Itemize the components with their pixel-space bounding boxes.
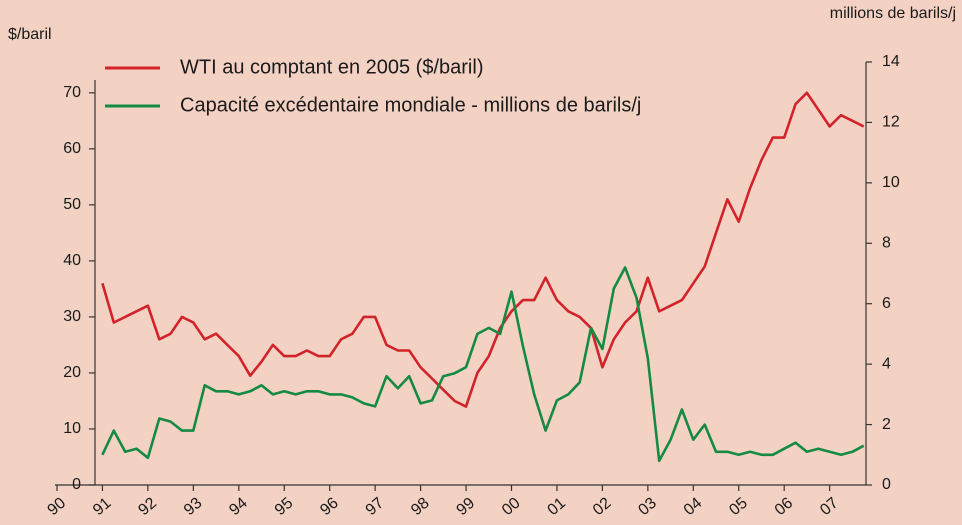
x-tick-label: 04 [681, 494, 706, 519]
x-tick-label: 92 [135, 494, 160, 519]
y2-tick-label: 0 [882, 476, 891, 493]
x-tick-label: 05 [726, 494, 751, 519]
x-tick-label: 93 [181, 494, 206, 519]
y2-tick-label: 4 [882, 355, 891, 372]
x-tick-label: 06 [772, 494, 797, 519]
y2-tick-label: 8 [882, 235, 891, 252]
x-tick-label: 98 [408, 494, 433, 519]
y-tick-label: 40 [63, 252, 81, 269]
y-tick-label: 20 [63, 364, 81, 381]
x-tick-label: 90 [45, 494, 70, 519]
y-tick-label: 10 [63, 420, 81, 437]
y2-tick-label: 12 [882, 114, 900, 131]
x-tick-label: 97 [363, 494, 388, 519]
y-tick-label: 70 [63, 84, 81, 101]
x-tick-label: 94 [226, 494, 251, 519]
series-line [101, 91, 865, 408]
y-tick-label: 50 [63, 196, 81, 213]
x-tick-label: 96 [317, 494, 342, 519]
x-tick-label: 02 [590, 494, 615, 519]
y-axis-label: $/baril [8, 26, 52, 43]
x-tick-label: 01 [544, 494, 569, 519]
series-line [101, 266, 865, 463]
y2-tick-label: 6 [882, 295, 891, 312]
x-tick-label: 00 [499, 494, 524, 519]
y2-tick-label: 2 [882, 416, 891, 433]
y-tick-label: 60 [63, 140, 81, 157]
y2-tick-label: 14 [882, 53, 900, 70]
y-tick-label: 30 [63, 308, 81, 325]
legend-label: WTI au comptant en 2005 ($/baril) [180, 56, 483, 78]
x-tick-label: 91 [90, 494, 115, 519]
x-tick-label: 07 [817, 494, 842, 519]
legend-label: Capacité excédentaire mondiale - million… [180, 94, 641, 116]
x-tick-label: 03 [635, 494, 660, 519]
y2-tick-label: 10 [882, 174, 900, 191]
y-tick-label: 0 [72, 476, 81, 493]
y2-axis-label: millions de barils/j [830, 5, 956, 22]
x-tick-label: 95 [272, 494, 297, 519]
x-tick-label: 99 [454, 494, 479, 519]
